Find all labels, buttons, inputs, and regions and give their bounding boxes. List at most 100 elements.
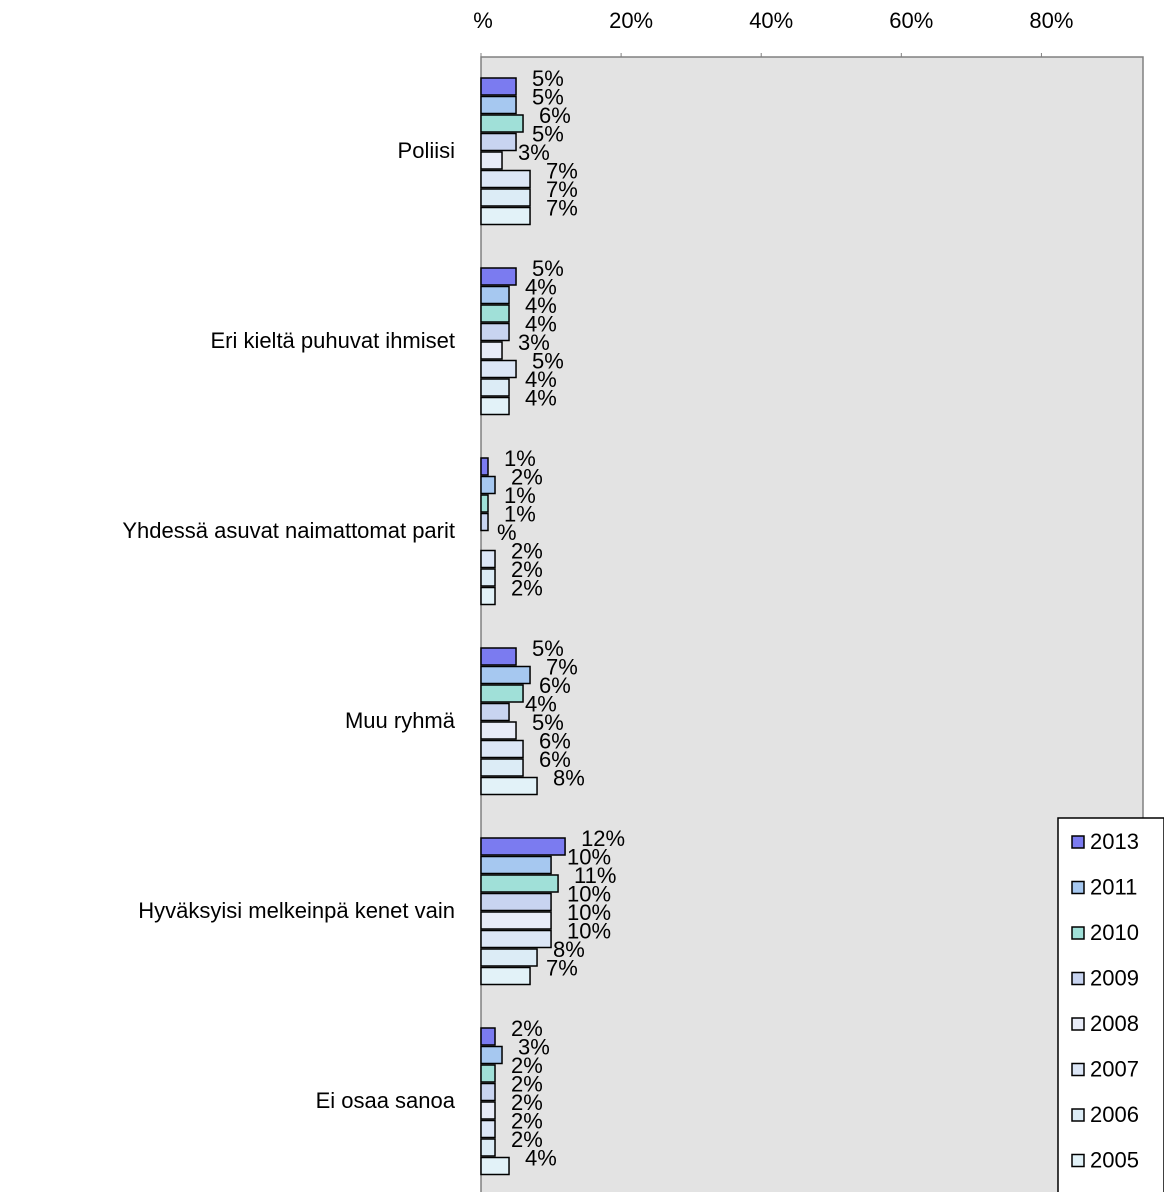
data-label: 10% — [567, 844, 611, 869]
bar — [480, 1156, 510, 1176]
data-label: 10% — [567, 900, 611, 925]
data-label: 6% — [539, 728, 571, 753]
x-tick-label: 20% — [609, 8, 653, 33]
bar — [480, 568, 496, 587]
data-label: 2% — [511, 1071, 543, 1096]
bar — [480, 304, 510, 323]
legend-swatch — [1071, 1017, 1085, 1031]
data-label: % — [497, 520, 517, 545]
x-tick-label: 80% — [1029, 8, 1073, 33]
x-tick-label: % — [473, 8, 493, 33]
bar — [480, 359, 517, 379]
category-label: Ei osaa sanoa — [316, 1088, 456, 1113]
bar — [480, 776, 538, 796]
data-label: 5% — [532, 636, 564, 661]
data-label: 5% — [532, 710, 564, 735]
data-label: 5% — [532, 256, 564, 281]
category-label: Poliisi — [398, 138, 455, 163]
bar — [480, 267, 517, 286]
bar — [480, 665, 531, 685]
data-label: 8% — [553, 937, 585, 962]
bar — [480, 475, 496, 495]
bar — [480, 892, 552, 912]
legend-swatch — [1071, 1108, 1085, 1122]
legend-label: 2011 — [1090, 874, 1137, 899]
bar — [480, 1101, 496, 1120]
data-label: 3% — [518, 330, 550, 355]
bar — [480, 512, 489, 532]
bar — [480, 95, 517, 115]
legend-swatch — [1071, 971, 1085, 986]
data-label: 10% — [567, 918, 611, 943]
bar — [480, 948, 538, 967]
data-label: 5% — [532, 66, 564, 91]
data-label: 2% — [511, 1016, 543, 1041]
category-label: Eri kieltä puhuvat ihmiset — [210, 328, 455, 353]
bar — [480, 874, 559, 893]
bar — [480, 1138, 496, 1157]
bar — [480, 1027, 496, 1046]
data-label: 4% — [525, 293, 557, 318]
legend-swatch — [1071, 880, 1085, 895]
data-label: 4% — [525, 1145, 557, 1170]
data-label: 12% — [581, 826, 625, 851]
data-label: 6% — [539, 747, 571, 772]
bar — [480, 457, 489, 476]
bar — [480, 396, 510, 416]
bar — [480, 739, 524, 759]
data-label: 3% — [518, 140, 550, 165]
bar — [480, 285, 510, 305]
data-label: 4% — [525, 311, 557, 336]
bar — [480, 206, 531, 226]
bar — [480, 322, 510, 342]
data-label: 2% — [511, 575, 543, 600]
bar — [480, 549, 496, 569]
bar — [480, 132, 517, 152]
bar — [480, 647, 517, 666]
bar — [480, 855, 552, 875]
legend-swatch — [1071, 1153, 1085, 1168]
bar — [480, 1082, 496, 1102]
bar — [480, 702, 510, 722]
bar — [480, 1064, 496, 1083]
x-tick-label: 60% — [889, 8, 933, 33]
bar — [480, 1119, 496, 1139]
data-label: 8% — [553, 765, 585, 790]
bar — [480, 341, 503, 360]
legend-label: 2013 — [1090, 829, 1139, 854]
data-label: 7% — [546, 195, 578, 220]
data-label: 4% — [525, 385, 557, 410]
bar — [480, 188, 531, 207]
bar — [480, 151, 503, 170]
data-label: 5% — [532, 348, 564, 373]
data-label: 6% — [539, 103, 571, 128]
bar — [480, 494, 489, 513]
legend-label: 2008 — [1090, 1011, 1139, 1036]
data-label: 7% — [546, 955, 578, 980]
category-label: Yhdessä asuvat naimattomat parit — [122, 518, 455, 543]
legend-swatch — [1071, 926, 1085, 940]
legend-label: 2009 — [1090, 965, 1139, 990]
legend-box — [1057, 817, 1164, 1192]
data-label: 2% — [511, 1127, 543, 1152]
data-label: 3% — [518, 1034, 550, 1059]
data-label: 1% — [504, 483, 536, 508]
data-label: 2% — [511, 1053, 543, 1078]
data-label: 7% — [546, 654, 578, 679]
data-label: 2% — [511, 1108, 543, 1133]
data-label: 2% — [511, 557, 543, 582]
category-label: Muu ryhmä — [345, 708, 456, 733]
bar — [480, 1045, 503, 1065]
legend-swatch — [1071, 1062, 1085, 1077]
data-label: 6% — [539, 673, 571, 698]
bar — [480, 837, 566, 856]
bar — [480, 114, 524, 133]
data-label: 5% — [532, 121, 564, 146]
data-label: 1% — [504, 446, 536, 471]
x-tick-label: 40% — [749, 8, 793, 33]
legend-label: 2007 — [1090, 1056, 1139, 1081]
data-label: 2% — [511, 1090, 543, 1115]
legend-swatch — [1071, 835, 1085, 849]
bar — [480, 911, 552, 930]
